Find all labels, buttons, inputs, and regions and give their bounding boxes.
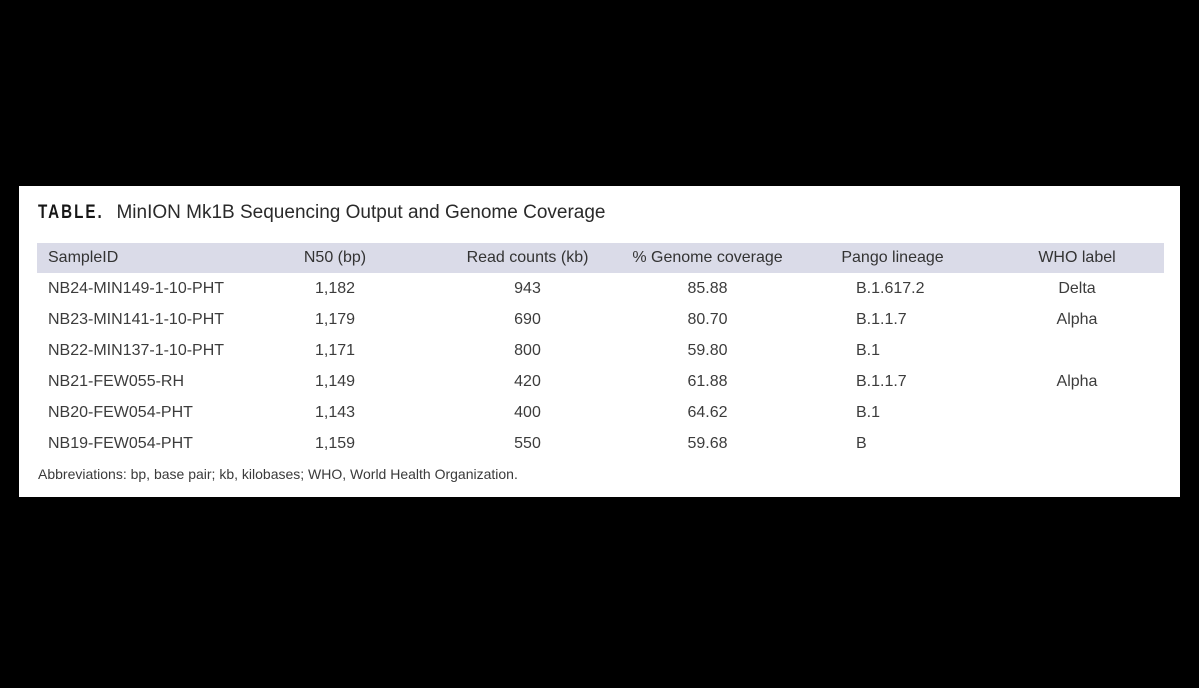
cell-who-label: Alpha xyxy=(1056,372,1098,390)
cell-who-label: Alpha xyxy=(1056,310,1098,328)
cell-pango-lineage: B.1 xyxy=(856,341,881,359)
cell-genome-coverage: 61.88 xyxy=(687,372,728,390)
column-header-read-counts: Read counts (kb) xyxy=(435,243,620,273)
cell-n50: 1,182 xyxy=(314,279,356,297)
table-row: NB20-FEW054-PHT 1,143 400 64.62 B.1 xyxy=(37,397,1164,428)
table-row: NB21-FEW055-RH 1,149 420 61.88 B.1.1.7 A… xyxy=(37,366,1164,397)
cell-read-counts: 943 xyxy=(514,279,541,297)
column-header-who-label: WHO label xyxy=(990,243,1164,273)
abbreviations-footnote: Abbreviations: bp, base pair; kb, kiloba… xyxy=(38,466,518,482)
cell-who-label: Delta xyxy=(1058,279,1096,297)
cell-n50: 1,143 xyxy=(314,403,356,421)
table-header-row: SampleID N50 (bp) Read counts (kb) % Gen… xyxy=(37,243,1164,273)
column-header-sampleid: SampleID xyxy=(37,243,235,273)
cell-n50: 1,149 xyxy=(314,372,356,390)
cell-read-counts: 550 xyxy=(514,434,541,452)
sequencing-output-table: SampleID N50 (bp) Read counts (kb) % Gen… xyxy=(37,243,1164,459)
cell-pango-lineage: B.1.1.7 xyxy=(856,310,907,328)
table-row: NB19-FEW054-PHT 1,159 550 59.68 B xyxy=(37,428,1164,459)
cell-sampleid: NB21-FEW055-RH xyxy=(48,372,185,390)
column-header-genome-coverage: % Genome coverage xyxy=(620,243,795,273)
cell-who-label xyxy=(990,335,1164,366)
cell-pango-lineage: B.1.1.7 xyxy=(856,372,907,390)
cell-n50: 1,159 xyxy=(314,434,356,452)
cell-read-counts: 420 xyxy=(514,372,541,390)
table-row: NB22-MIN137-1-10-PHT 1,171 800 59.80 B.1 xyxy=(37,335,1164,366)
table-row: NB24-MIN149-1-10-PHT 1,182 943 85.88 B.1… xyxy=(37,273,1164,304)
cell-pango-lineage: B.1.617.2 xyxy=(856,279,925,297)
cell-genome-coverage: 59.68 xyxy=(687,434,728,452)
table-row: NB23-MIN141-1-10-PHT 1,179 690 80.70 B.1… xyxy=(37,304,1164,335)
table-caption: TABLE. MinION Mk1B Sequencing Output and… xyxy=(19,186,1180,224)
cell-n50: 1,171 xyxy=(314,341,356,359)
cell-sampleid: NB22-MIN137-1-10-PHT xyxy=(48,341,225,359)
cell-who-label xyxy=(990,428,1164,459)
cell-sampleid: NB19-FEW054-PHT xyxy=(48,434,193,452)
cell-genome-coverage: 80.70 xyxy=(687,310,728,328)
cell-sampleid: NB23-MIN141-1-10-PHT xyxy=(48,310,225,328)
cell-sampleid: NB24-MIN149-1-10-PHT xyxy=(48,279,225,297)
cell-genome-coverage: 59.80 xyxy=(687,341,728,359)
cell-who-label xyxy=(990,397,1164,428)
cell-read-counts: 800 xyxy=(514,341,541,359)
cell-pango-lineage: B.1 xyxy=(856,403,881,421)
column-header-n50: N50 (bp) xyxy=(235,243,435,273)
cell-read-counts: 690 xyxy=(514,310,541,328)
cell-n50: 1,179 xyxy=(314,310,356,328)
cell-genome-coverage: 64.62 xyxy=(687,403,728,421)
cell-read-counts: 400 xyxy=(514,403,541,421)
cell-pango-lineage: B xyxy=(856,434,867,452)
column-header-pango-lineage: Pango lineage xyxy=(795,243,990,273)
cell-genome-coverage: 85.88 xyxy=(687,279,728,297)
table-caption-label: TABLE. xyxy=(38,202,104,223)
table-panel: TABLE. MinION Mk1B Sequencing Output and… xyxy=(19,186,1180,497)
table-caption-text: MinION Mk1B Sequencing Output and Genome… xyxy=(116,202,606,223)
cell-sampleid: NB20-FEW054-PHT xyxy=(48,403,193,421)
